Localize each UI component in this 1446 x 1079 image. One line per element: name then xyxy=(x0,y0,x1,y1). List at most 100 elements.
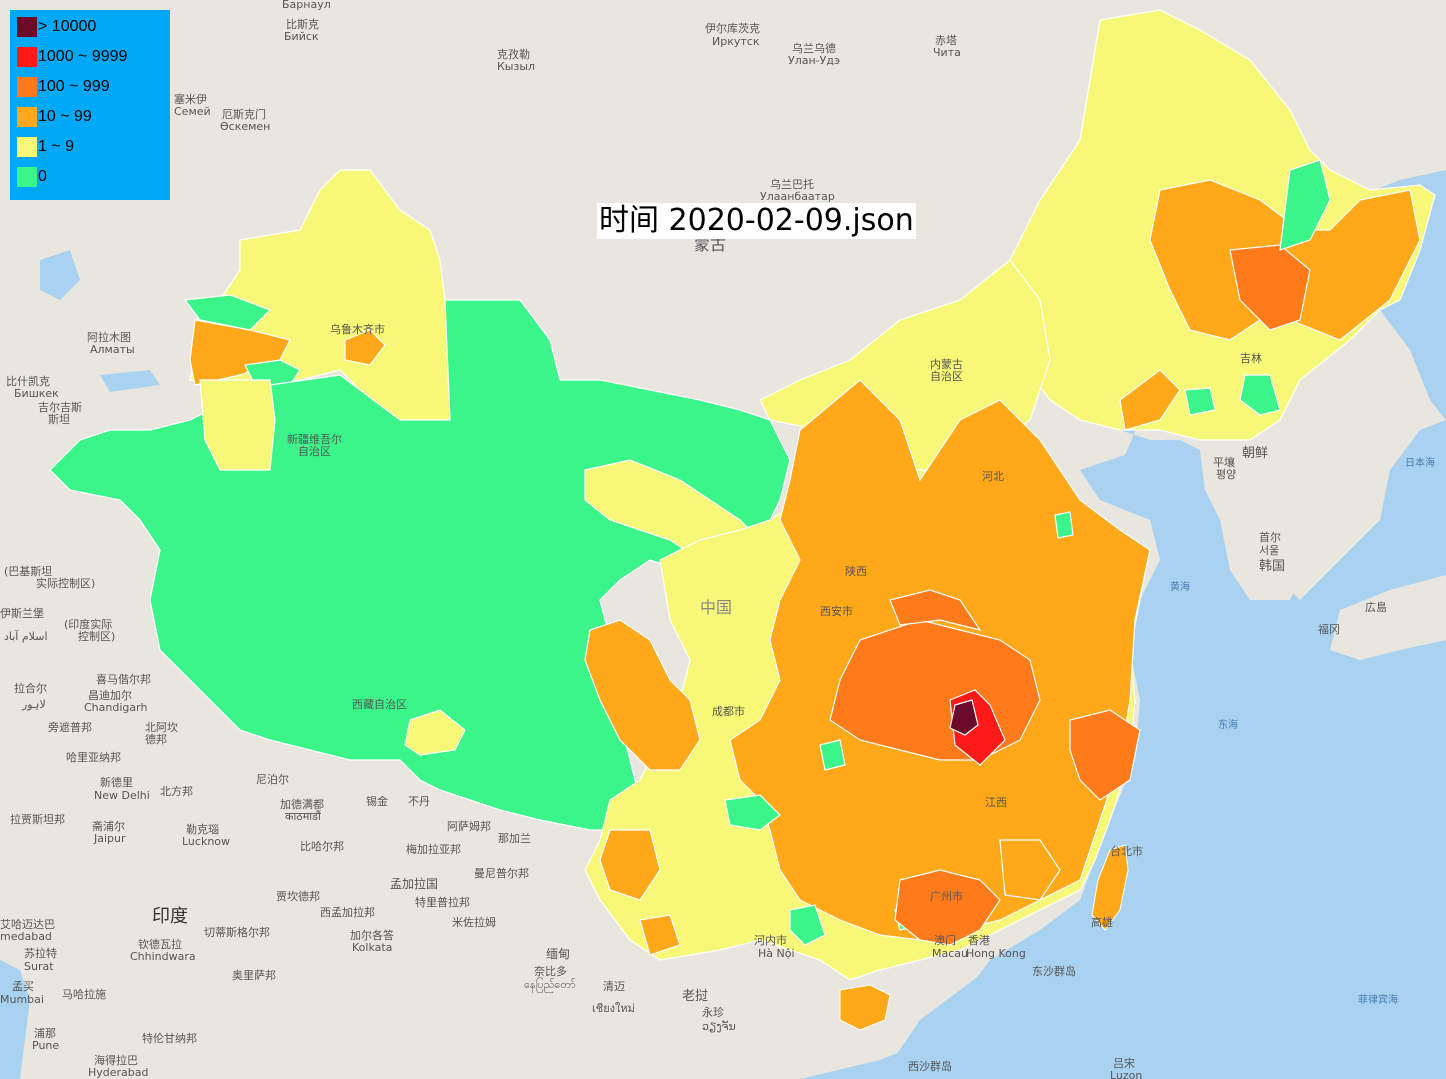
label-xizang: 西藏自治区 xyxy=(352,697,407,711)
label-chandigarh: Chandigarh xyxy=(84,701,147,714)
label-india: 印度 xyxy=(152,906,188,927)
label-lucknow: Lucknow xyxy=(182,835,230,848)
label-vientiane-cn: 永珍 xyxy=(702,1005,724,1019)
region-ne-orange2 xyxy=(1119,369,1181,431)
label-seoul: 서울 xyxy=(1259,544,1279,557)
label-jilin: 吉林 xyxy=(1240,351,1262,365)
label-bangladesh: 孟加拉国 xyxy=(390,876,438,891)
label-lucknow-cn: 勒克瑙 xyxy=(186,823,219,836)
region-yunnan-orange2 xyxy=(639,914,681,956)
legend-label: > 10000 xyxy=(38,18,97,35)
label-islamabad: اسلام آباد xyxy=(4,629,48,643)
label-fukuoka: 福冈 xyxy=(1318,622,1340,636)
label-kashmir4: 控制区) xyxy=(78,629,115,643)
label-chita-cn: 赤塔 xyxy=(935,34,957,47)
label-vientiane: ວຽງຈັນ xyxy=(702,1020,736,1033)
label-kyzyl-cn: 克孜勒 xyxy=(497,47,530,61)
label-guangzhou: 广州市 xyxy=(930,889,963,903)
region-ne-green3 xyxy=(1184,387,1216,416)
label-luzon-cn: 吕宋 xyxy=(1113,1056,1135,1070)
label-kyrgyz2: 斯坦 xyxy=(48,412,70,426)
label-dongsha: 东沙群岛 xyxy=(1032,964,1076,978)
label-hongkong: Hong Kong xyxy=(966,947,1026,960)
label-lahore-cn: 拉合尔 xyxy=(14,681,47,695)
label-jaipur: Jaipur xyxy=(93,832,126,845)
legend-label: 10 ~ 99 xyxy=(38,108,92,125)
label-bishkek-cn: 比什凯克 xyxy=(6,375,50,388)
label-irkutsk-cn: 伊尔库茨克 xyxy=(705,21,760,35)
region-south-green2 xyxy=(789,904,826,946)
label-rajasthan: 拉贾斯坦邦 xyxy=(10,812,65,826)
label-almaty: Алматы xyxy=(90,343,135,356)
label-pune: Pune xyxy=(32,1039,59,1052)
label-chhindwara: Chhindwara xyxy=(130,950,196,963)
label-bihar: 比哈尔邦 xyxy=(300,840,344,853)
label-pyongyang-cn: 平壤 xyxy=(1213,455,1235,469)
label-delhi-cn: 新德里 xyxy=(100,775,133,789)
label-bhutan: 不丹 xyxy=(408,795,430,808)
label-philippine-sea: 菲律宾海 xyxy=(1358,993,1398,1006)
legend-label: 1 ~ 9 xyxy=(38,138,75,155)
label-barnaul: Барнаул xyxy=(282,0,331,11)
hainan-region xyxy=(839,984,891,1031)
label-taipei: 台北市 xyxy=(1110,844,1143,858)
label-xinjiang1: 新疆维吾尔 xyxy=(287,432,342,446)
legend-item-0: 0 xyxy=(17,167,47,187)
label-nkorea: 朝鲜 xyxy=(1242,446,1268,461)
label-kaohsiung: 高雄 xyxy=(1091,915,1113,929)
legend-swatch xyxy=(17,167,37,187)
label-myanmar: 缅甸 xyxy=(546,947,570,961)
label-chiangmai: เชียงใหม่ xyxy=(592,1002,635,1015)
label-uttarakhand2: 德邦 xyxy=(145,732,167,746)
label-japan-sea: 日本海 xyxy=(1405,456,1435,469)
label-yellow-sea: 黄海 xyxy=(1170,580,1190,593)
label-punjab: 旁遮普邦 xyxy=(48,720,92,734)
label-telangana: 特伦甘纳邦 xyxy=(142,1031,197,1045)
label-chiangmai-cn: 清迈 xyxy=(603,980,625,993)
legend-item-over-10000: > 10000 xyxy=(17,17,96,37)
label-chita: Чита xyxy=(933,46,961,59)
region-guangdong2 xyxy=(999,839,1061,901)
label-neimenggu1: 内蒙古 xyxy=(930,357,963,371)
label-hanoi-cn: 河内市 xyxy=(754,933,787,947)
label-jharkhand: 贾坎德邦 xyxy=(276,889,320,903)
legend-label: 0 xyxy=(38,168,47,185)
label-semey: Семей xyxy=(174,105,211,118)
label-laos: 老挝 xyxy=(682,989,708,1004)
label-hanoi: Hà Nội xyxy=(758,947,795,960)
label-surat-cn: 苏拉特 xyxy=(24,946,57,960)
label-jaipur-cn: 斋浦尔 xyxy=(92,819,125,833)
label-odisha: 奥里萨邦 xyxy=(232,968,276,982)
label-xinjiang2: 自治区 xyxy=(298,444,331,458)
label-ahmedabad-cn: 艾哈迈达巴 xyxy=(0,918,55,931)
region-south-green1 xyxy=(724,794,781,831)
label-irkutsk: Иркутск xyxy=(712,35,760,48)
label-kashmir2: 实际控制区) xyxy=(36,576,95,590)
korea-land xyxy=(1200,430,1310,600)
region-urumqi xyxy=(344,329,386,366)
label-hebei: 河北 xyxy=(982,470,1004,483)
label-kyrgyz: 吉尔吉斯 xyxy=(38,401,82,414)
legend-swatch xyxy=(17,77,37,97)
region-ne-green1 xyxy=(1279,159,1331,251)
label-ulaanbaatar: Улаанбаатар xyxy=(760,190,835,203)
label-kashmir3: (印度实际 xyxy=(64,617,112,631)
label-mizoram: 米佐拉姆 xyxy=(452,915,496,929)
label-chandigarh-cn: 昌迪加尔 xyxy=(88,689,132,702)
label-manipur: 曼尼普尔邦 xyxy=(474,866,529,880)
region-wuhan xyxy=(949,699,979,736)
label-chengdu: 成都市 xyxy=(712,704,745,718)
label-mumbai: Mumbai xyxy=(0,993,44,1006)
legend-label: 100 ~ 999 xyxy=(38,78,110,95)
label-up: 北方邦 xyxy=(160,784,193,798)
label-kyzyl: Кызыл xyxy=(497,60,535,73)
legend-item-1-9: 1 ~ 9 xyxy=(17,137,74,157)
label-macau: 澳门 xyxy=(934,933,956,947)
label-delhi: New Delhi xyxy=(94,789,150,802)
label-islamabad-cn: 伊斯兰堡 xyxy=(0,606,44,620)
label-oskemen-cn: 厄斯克门 xyxy=(222,107,266,121)
label-china: 中国 xyxy=(700,598,732,617)
label-hyderabad-cn: 海得拉巴 xyxy=(94,1053,138,1067)
label-luzon: Luzon xyxy=(1110,1069,1142,1079)
